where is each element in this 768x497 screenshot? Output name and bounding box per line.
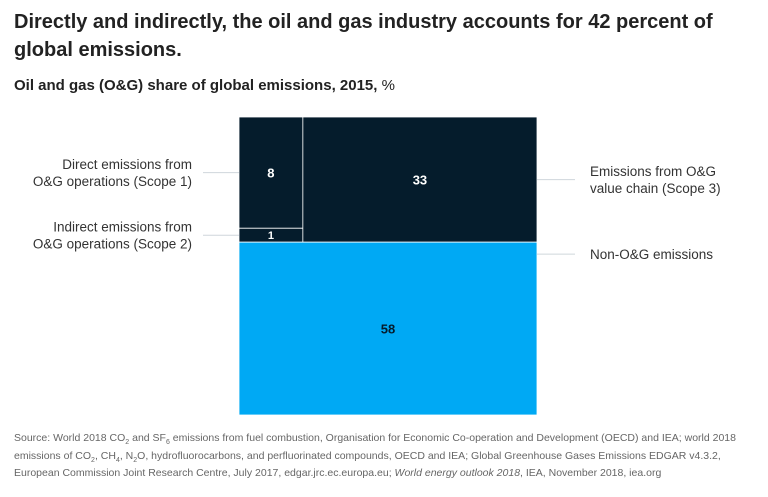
category-label-non_og: Non-O&G emissions	[590, 247, 713, 262]
category-label-scope1: O&G operations (Scope 1)	[33, 174, 192, 189]
source-text-1: Source: World 2018 CO	[14, 432, 126, 444]
source-note: Source: World 2018 CO2 and SF6 emissions…	[14, 432, 754, 481]
bar-scope3	[302, 116, 538, 243]
source-text-5: , N	[119, 449, 134, 462]
source-sub-5: 2	[133, 456, 138, 464]
category-label-scope3: Emissions from O&G	[590, 164, 716, 179]
chart-subtitle: Oil and gas (O&G) share of global emissi…	[14, 77, 395, 94]
source-text-6: O, hydrofluorocarbons, and perfluorinate…	[14, 449, 721, 480]
bar-non_og	[238, 241, 538, 416]
category-label-scope1: Direct emissions from	[62, 157, 192, 172]
category-label-scope2: Indirect emissions from	[53, 220, 192, 235]
category-label-scope3: value chain (Scope 3)	[590, 181, 721, 196]
source-text-4: , CH	[94, 449, 116, 462]
category-label-scope2: O&G operations (Scope 2)	[33, 237, 192, 252]
data-label-non_og: 58	[381, 321, 395, 336]
source-sub-1: 2	[125, 439, 130, 447]
source-text-3: emissions from fuel combustion, Organisa…	[14, 432, 736, 462]
data-label-scope3: 33	[413, 172, 427, 187]
subtitle-unit: %	[381, 77, 395, 94]
data-label-scope2: 1	[268, 230, 274, 242]
source-text-2: and SF	[129, 432, 166, 444]
source-text-8: , IEA, November 2018, iea.org	[520, 467, 662, 480]
source-sub-3: 2	[91, 456, 95, 464]
data-label-scope1: 8	[267, 165, 274, 180]
source-sub-2: 6	[165, 439, 170, 447]
source-publication-title: World energy outlook 2018	[394, 467, 521, 480]
subtitle-main: Oil and gas (O&G) share of global emissi…	[14, 77, 378, 94]
chart-headline: Directly and indirectly, the oil and gas…	[14, 11, 713, 61]
source-sub-4: 4	[115, 456, 120, 464]
